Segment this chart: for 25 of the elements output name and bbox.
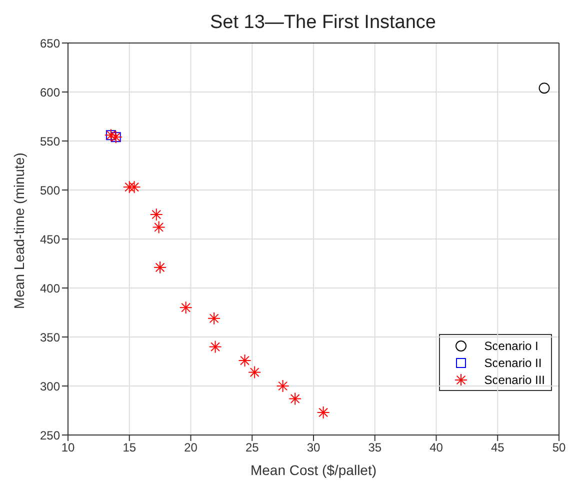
x-tick-label: 50 — [552, 440, 566, 455]
x-tick-label: 20 — [184, 440, 198, 455]
x-tick-label: 15 — [122, 440, 136, 455]
y-tick-label: 350 — [40, 330, 60, 344]
y-tick-label: 250 — [40, 428, 60, 442]
legend-label: Scenario II — [484, 356, 542, 370]
x-tick-label: 10 — [61, 440, 75, 455]
x-tick-label: 25 — [245, 440, 260, 455]
chart-title: Set 13—The First Instance — [209, 12, 437, 34]
y-tick-label: 300 — [40, 379, 60, 394]
y-tick-label: 500 — [40, 183, 60, 198]
y-tick-label: 600 — [40, 85, 60, 100]
x-tick-label: 40 — [430, 440, 444, 455]
y-tick-label: 550 — [40, 134, 60, 148]
x-tick-label: 30 — [306, 440, 320, 455]
y-tick-label: 450 — [40, 232, 60, 246]
x-axis-title: Mean Cost ($/pallet) — [250, 462, 377, 478]
x-tick-label: 35 — [368, 440, 382, 455]
legend-label: Scenario III — [484, 372, 545, 386]
y-tick-label: 650 — [40, 36, 60, 50]
y-tick-label: 400 — [40, 281, 60, 296]
y-axis-title: Mean Lead-time (minute) — [10, 152, 27, 309]
point — [538, 82, 550, 94]
x-tick-label: 45 — [490, 440, 505, 455]
legend-label: Scenario I — [484, 338, 538, 352]
